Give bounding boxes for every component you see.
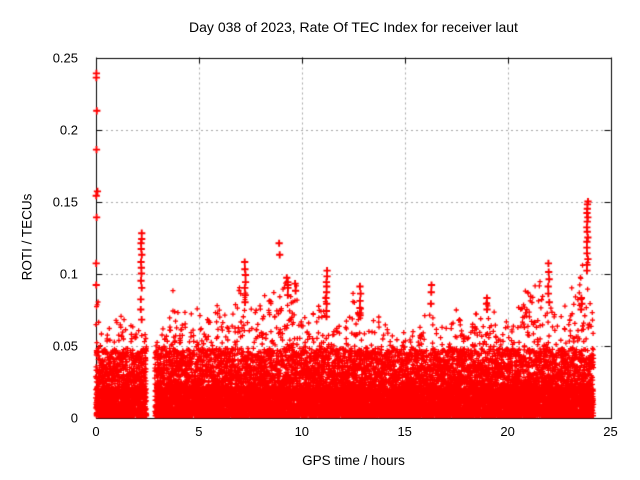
x-axis-label: GPS time / hours	[302, 453, 405, 468]
y-tick-label-0: 0	[70, 410, 78, 425]
x-tick-label-10: 10	[294, 424, 310, 439]
y-tick-label-005: 0.05	[52, 338, 78, 353]
y-tick-label-025: 0.25	[52, 50, 78, 65]
x-tick-label-20: 20	[500, 424, 515, 439]
x-tick-label-25: 25	[603, 424, 618, 439]
y-tick-label-015: 0.15	[52, 194, 78, 209]
chart-title: Day 038 of 2023, Rate Of TEC Index for r…	[189, 19, 518, 35]
x-tick-label-5: 5	[195, 424, 203, 439]
x-tick-label-15: 15	[397, 424, 412, 439]
y-tick-label-02: 0.2	[59, 122, 78, 137]
y-tick-label-01: 0.1	[59, 266, 78, 281]
x-tick-label-0: 0	[92, 424, 100, 439]
